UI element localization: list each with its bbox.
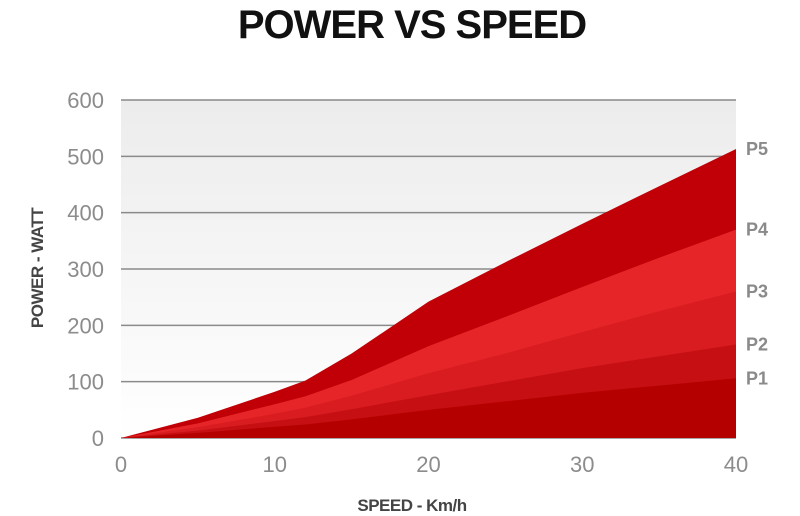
series-label-p3: P3 [746,282,768,302]
y-tick-0: 0 [92,426,104,451]
y-tick-200: 200 [67,313,104,338]
series-label-p1: P1 [746,368,768,388]
x-tick-20: 20 [416,452,440,477]
y-tick-400: 400 [67,201,104,226]
y-tick-600: 600 [67,88,104,113]
y-tick-300: 300 [67,257,104,282]
x-tick-0: 0 [115,452,127,477]
y-tick-labels: 0 100 200 300 400 500 600 [67,88,104,451]
x-tick-10: 10 [263,452,287,477]
y-tick-500: 500 [67,144,104,169]
y-tick-100: 100 [67,370,104,395]
series-label-p2: P2 [746,334,768,354]
y-axis-label: POWER - WATT [28,207,47,328]
x-tick-labels: 0 10 20 30 40 [115,452,748,477]
series-label-p5: P5 [746,139,768,159]
chart-title: POWER VS SPEED [238,3,586,47]
series-label-p4: P4 [746,220,768,240]
x-axis-label: SPEED - Km/h [357,496,466,515]
area-p1 [121,378,736,438]
x-tick-30: 30 [570,452,594,477]
series-areas [121,149,736,438]
x-tick-40: 40 [724,452,748,477]
series-labels: P1 P2 P3 P4 P5 [746,139,768,388]
